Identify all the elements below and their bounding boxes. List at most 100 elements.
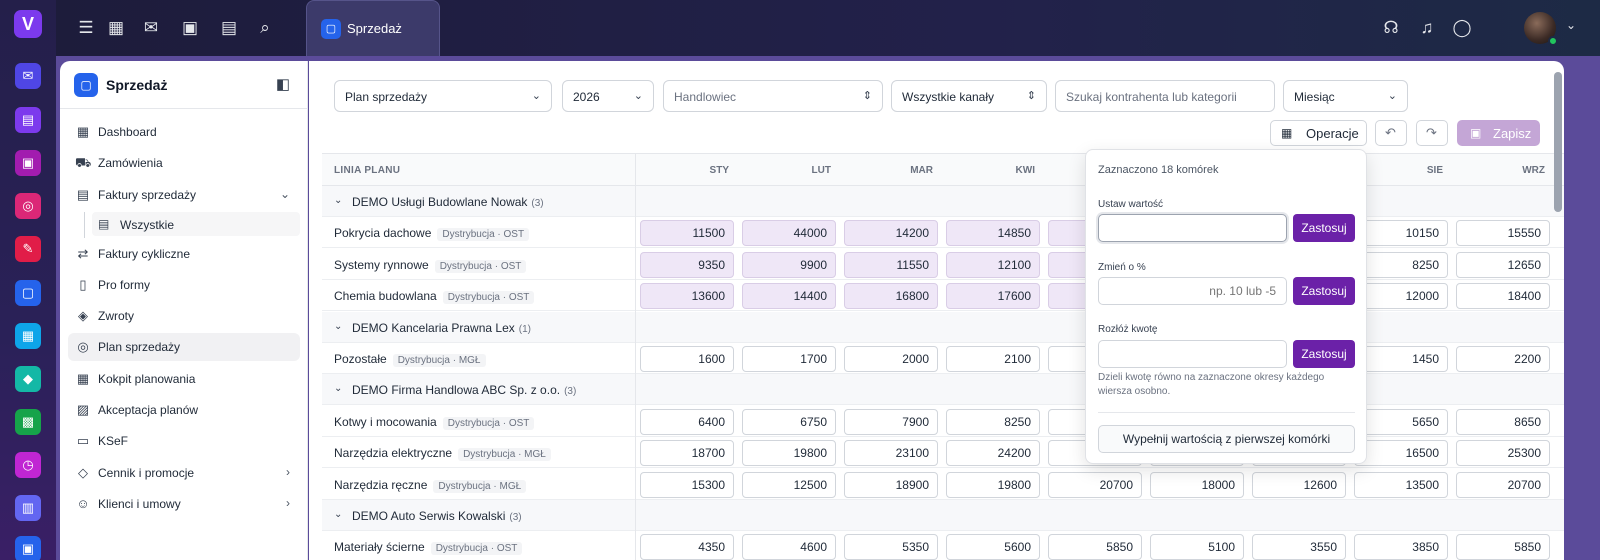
sidebar-item-zwroty[interactable]: ◈ Zwroty bbox=[68, 302, 300, 330]
plan-cell[interactable]: 4350 bbox=[640, 534, 734, 560]
operations-button[interactable]: ▦ Operacje bbox=[1270, 120, 1367, 146]
plan-cell[interactable]: 24200 bbox=[946, 440, 1040, 467]
sidebar-item-plan-sprzedaży[interactable]: ◎ Plan sprzedaży bbox=[68, 333, 300, 361]
app-logo[interactable]: V bbox=[14, 10, 42, 38]
rail-bar-chart-icon[interactable]: ▥ bbox=[15, 495, 41, 521]
chevron-down-icon[interactable]: ⌄ bbox=[334, 320, 343, 332]
sidebar-item-akceptacja-planów[interactable]: ▨ Akceptacja planów bbox=[68, 396, 300, 424]
plan-cell[interactable]: 16800 bbox=[844, 283, 938, 310]
rail-folder-cursor-icon[interactable]: ▣ bbox=[15, 150, 41, 176]
plan-cell[interactable]: 1600 bbox=[640, 346, 734, 372]
plan-cell[interactable]: 17600 bbox=[946, 283, 1040, 310]
chat-icon[interactable]: ◯ bbox=[1452, 18, 1472, 37]
redo-button[interactable]: ↷ bbox=[1416, 120, 1448, 146]
plan-cell[interactable]: 5350 bbox=[844, 534, 938, 560]
plan-cell[interactable]: 20700 bbox=[1456, 471, 1550, 498]
period-select[interactable]: Miesiąc ⌄ bbox=[1283, 80, 1408, 112]
tab-sprzedaz[interactable]: ▢ Sprzedaż bbox=[306, 0, 440, 56]
plan-cell[interactable]: 9900 bbox=[742, 251, 836, 278]
chevron-down-icon[interactable]: ⌄ bbox=[1565, 18, 1576, 32]
plan-cell[interactable]: 5600 bbox=[946, 534, 1040, 560]
sidebar-item-ksef[interactable]: ▭ KSeF bbox=[68, 427, 300, 455]
plan-cell[interactable]: 6400 bbox=[640, 408, 734, 435]
search-icon[interactable]: ⌕ bbox=[260, 18, 270, 37]
plan-cell[interactable]: 8250 bbox=[946, 408, 1040, 435]
rail-briefcase-icon[interactable]: ▩ bbox=[15, 409, 41, 435]
rail-target-icon[interactable]: ◎ bbox=[15, 193, 41, 219]
plan-cell[interactable]: 12600 bbox=[1252, 471, 1346, 498]
plan-cell[interactable]: 2100 bbox=[946, 346, 1040, 372]
plan-cell[interactable]: 1450 bbox=[1354, 346, 1448, 372]
group-row[interactable]: ⌄ DEMO Auto Serwis Kowalski (3) bbox=[322, 500, 1564, 531]
plan-cell[interactable]: 18000 bbox=[1150, 471, 1244, 498]
sidebar-item-zamówienia[interactable]: ⛟ Zamówienia bbox=[68, 149, 300, 177]
salesman-select[interactable]: Handlowiec ⇕ bbox=[663, 80, 883, 112]
change-percent-apply-button[interactable]: Zastosuj bbox=[1293, 277, 1355, 305]
apps-grid-icon[interactable]: ▦ bbox=[107, 18, 125, 37]
plan-cell[interactable]: 13600 bbox=[640, 283, 734, 310]
calendar-icon[interactable]: ▣ bbox=[181, 18, 199, 37]
group-row[interactable]: ⌄ DEMO Firma Handlowa ABC Sp. z o.o. (3) bbox=[322, 374, 1564, 406]
plan-cell[interactable]: 11500 bbox=[640, 220, 734, 247]
plan-cell[interactable]: 7900 bbox=[844, 408, 938, 435]
set-value-apply-button[interactable]: Zastosuj bbox=[1293, 214, 1355, 242]
plan-cell[interactable]: 5850 bbox=[1456, 534, 1550, 560]
plan-cell[interactable]: 12650 bbox=[1456, 251, 1550, 278]
chevron-down-icon[interactable]: ⌄ bbox=[334, 195, 343, 206]
plan-cell[interactable]: 1700 bbox=[742, 346, 836, 372]
sidebar-subitem-wszystkie[interactable]: ▤ Wszystkie bbox=[92, 212, 300, 236]
sidebar-item-dashboard[interactable]: ▦ Dashboard bbox=[68, 118, 300, 146]
plan-cell[interactable]: 13500 bbox=[1354, 471, 1448, 498]
plan-cell[interactable]: 12500 bbox=[742, 471, 836, 498]
plan-cell[interactable]: 14400 bbox=[742, 283, 836, 310]
plan-cell[interactable]: 18700 bbox=[640, 440, 734, 467]
sidebar-item-faktury-cykliczne[interactable]: ⇄ Faktury cykliczne bbox=[68, 240, 300, 268]
plan-cell[interactable]: 5850 bbox=[1048, 534, 1142, 560]
plan-cell[interactable]: 2000 bbox=[844, 346, 938, 372]
chevron-down-icon[interactable]: ⌄ bbox=[334, 383, 343, 395]
rail-clock-icon[interactable]: ◷ bbox=[15, 452, 41, 478]
plan-cell[interactable]: 14200 bbox=[844, 220, 938, 247]
set-value-input[interactable] bbox=[1098, 214, 1287, 242]
plan-cell[interactable]: 8250 bbox=[1354, 251, 1448, 278]
plan-cell[interactable]: 3850 bbox=[1354, 534, 1448, 560]
sidebar-item-cennik-i-promocje[interactable]: ◇ Cennik i promocje › bbox=[68, 459, 300, 487]
plan-select[interactable]: Plan sprzedaży ⌄ bbox=[334, 80, 552, 112]
rail-document-icon[interactable]: ▤ bbox=[15, 107, 41, 133]
plan-cell[interactable]: 5650 bbox=[1354, 408, 1448, 435]
plan-cell[interactable]: 16500 bbox=[1354, 440, 1448, 467]
group-row[interactable]: ⌄ DEMO Usługi Budowlane Nowak (3) bbox=[322, 186, 1564, 217]
plan-cell[interactable]: 14850 bbox=[946, 220, 1040, 247]
plan-cell[interactable]: 6750 bbox=[742, 408, 836, 435]
headset-icon[interactable]: ☊ bbox=[1383, 18, 1399, 37]
plan-cell[interactable]: 5100 bbox=[1150, 534, 1244, 560]
rail-calendar-icon[interactable]: ▣ bbox=[15, 536, 41, 560]
plan-cell[interactable]: 44000 bbox=[742, 220, 836, 247]
plan-cell[interactable]: 9350 bbox=[640, 251, 734, 278]
rail-bank-icon[interactable]: ▦ bbox=[15, 323, 41, 349]
channels-select[interactable]: Wszystkie kanały ⇕ bbox=[891, 80, 1047, 112]
document-icon[interactable]: ▤ bbox=[220, 18, 238, 37]
sidebar-item-klienci-i-umowy[interactable]: ☺ Klienci i umowy › bbox=[68, 490, 300, 518]
plan-cell[interactable]: 19800 bbox=[946, 471, 1040, 498]
plan-cell[interactable]: 11550 bbox=[844, 251, 938, 278]
plan-cell[interactable]: 4600 bbox=[742, 534, 836, 560]
fill-from-first-cell-button[interactable]: Wypełnij wartością z pierwszej komórki bbox=[1098, 425, 1355, 453]
plan-cell[interactable]: 15550 bbox=[1456, 220, 1550, 247]
plan-cell[interactable]: 2200 bbox=[1456, 346, 1550, 372]
plan-cell[interactable]: 23100 bbox=[844, 440, 938, 467]
plan-cell[interactable]: 25300 bbox=[1456, 440, 1550, 467]
plan-cell[interactable]: 19800 bbox=[742, 440, 836, 467]
sidebar-item-faktury-sprzedaży[interactable]: ▤ Faktury sprzedaży ⌄ bbox=[68, 181, 300, 209]
group-row[interactable]: ⌄ DEMO Kancelaria Prawna Lex (1) bbox=[322, 311, 1564, 343]
plan-cell[interactable]: 10150 bbox=[1354, 220, 1448, 247]
sidebar-item-kokpit-planowania[interactable]: ▦ Kokpit planowania bbox=[68, 365, 300, 393]
save-button[interactable]: ▣ Zapisz bbox=[1457, 120, 1540, 146]
plan-cell[interactable]: 8650 bbox=[1456, 408, 1550, 435]
undo-button[interactable]: ↶ bbox=[1375, 120, 1407, 146]
vertical-scrollbar[interactable] bbox=[1554, 72, 1562, 212]
bell-icon[interactable]: ♫ bbox=[1420, 18, 1434, 37]
plan-cell[interactable]: 12100 bbox=[946, 251, 1040, 278]
collapse-sidebar-icon[interactable]: ◧ bbox=[275, 76, 290, 93]
plan-cell[interactable]: 3550 bbox=[1252, 534, 1346, 560]
